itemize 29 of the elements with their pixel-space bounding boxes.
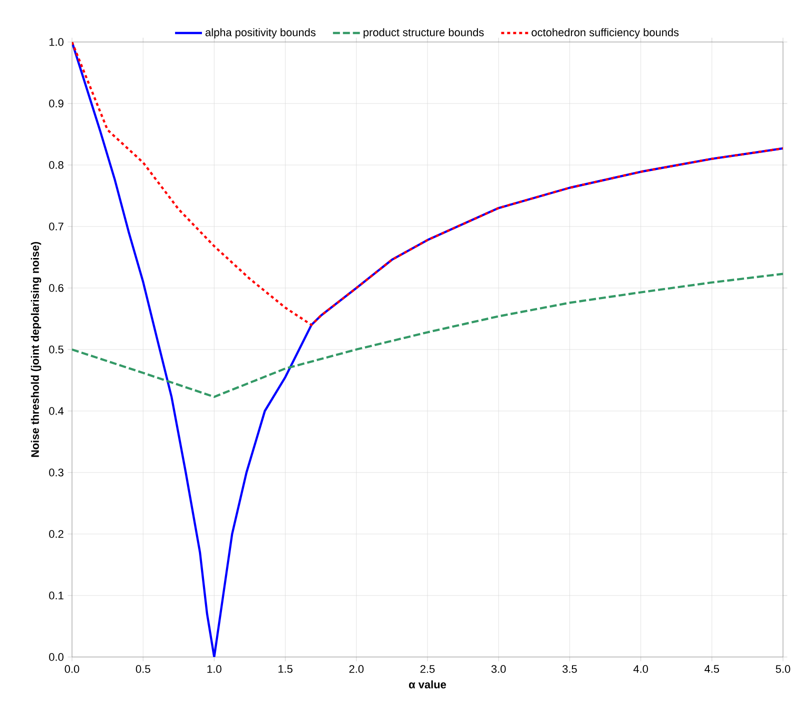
legend-label: product structure bounds <box>364 28 484 38</box>
y-axis-title: Noise threshold (joint depolarising noise) <box>30 242 42 457</box>
line-series <box>72 42 784 326</box>
x-tick-label: 5.0 <box>776 665 790 673</box>
legend-label: alpha positivity bounds <box>206 28 316 38</box>
y-tick-label: 0.3 <box>49 468 64 476</box>
x-tick-label: 3.0 <box>491 665 506 673</box>
x-tick-label: 0.0 <box>64 665 80 673</box>
y-tick-label: 0.9 <box>49 100 64 108</box>
x-tick-label: 0.5 <box>136 665 150 673</box>
x-axis-title: α value <box>409 680 446 688</box>
y-tick-label: 0.7 <box>49 222 64 230</box>
y-tick-label: 0.5 <box>49 346 64 354</box>
y-tick-label: 0.1 <box>49 592 64 600</box>
x-tick-label: 4.0 <box>633 665 648 673</box>
x-tick-label: 1.5 <box>278 665 292 673</box>
x-tick-label: 4.5 <box>704 665 720 673</box>
y-tick-label: 0.8 <box>49 161 64 169</box>
x-tick-label: 2.5 <box>420 665 435 673</box>
y-tick-label: 1.0 <box>49 38 64 46</box>
y-tick-label: 0.0 <box>49 653 64 661</box>
line-series <box>72 272 784 398</box>
y-tick-label: 0.6 <box>49 284 64 292</box>
y-tick-label: 0.2 <box>49 530 64 538</box>
x-tick-label: 1.0 <box>207 665 222 673</box>
x-tick-label: 3.5 <box>562 665 577 673</box>
x-tick-label: 2.0 <box>349 665 364 673</box>
y-tick-label: 0.4 <box>49 407 64 415</box>
legend-label: octohedron sufficiency bounds <box>532 28 679 38</box>
